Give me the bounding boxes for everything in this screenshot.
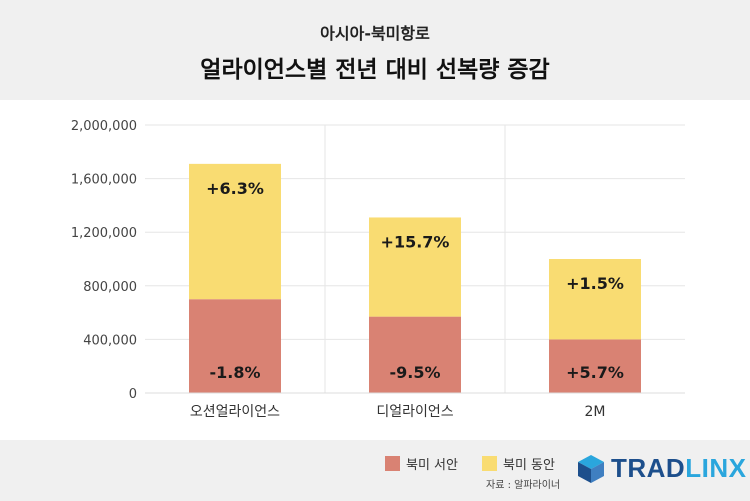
legend-swatch-east <box>482 456 497 471</box>
chart-plot: 0 400,000 800,000 1,200,000 1,600,000 2,000,0… <box>71 119 685 420</box>
y-axis: 0 400,000 800,000 1,200,000 1,600,000 2,000,0… <box>71 119 137 402</box>
bar-data-label: -1.8% <box>209 363 260 382</box>
chart-footer: 북미 서안 북미 동안 자료 : 알파라이너 TRADLINX <box>0 440 750 501</box>
legend-item-west: 북미 서안 <box>385 454 458 473</box>
x-axis: 오션얼라이언스 디얼라이언스 2M <box>145 392 685 420</box>
y-tick-label: 1,200,000 <box>71 226 137 241</box>
bar-segment-west <box>369 316 461 393</box>
tradlinx-cube-icon <box>578 454 604 483</box>
bars: -1.8% +6.3% -9.5% +15.7% +5.7% +1.5% <box>189 163 641 393</box>
bar-data-label: +1.5% <box>566 274 624 293</box>
legend-swatch-west <box>385 456 400 471</box>
logo-text-linx: LINX <box>685 453 747 483</box>
bar-segment-east <box>189 163 281 300</box>
bar-data-label: +15.7% <box>381 232 450 251</box>
bar-segment-west <box>549 339 641 393</box>
logo-text-trad: TRAD <box>611 453 686 483</box>
bar-data-label: +5.7% <box>566 363 624 382</box>
legend-label-east: 북미 동안 <box>503 458 555 473</box>
bar-data-label: -9.5% <box>389 363 440 382</box>
source-note: 자료 : 알파라이너 <box>486 480 561 491</box>
bar-segment-east <box>369 217 461 317</box>
y-tick-label: 2,000,000 <box>71 119 137 134</box>
y-tick-label: 400,000 <box>83 333 137 348</box>
chart-header: 아시아-북미항로 얼라이언스별 전년 대비 선복량 증감 <box>0 0 750 100</box>
tradlinx-logo: TRADLINX <box>577 453 746 484</box>
legend-item-east: 북미 동안 <box>482 454 555 473</box>
bar-segment-west <box>189 299 281 393</box>
x-tick-label: 디얼라이언스 <box>376 404 453 420</box>
bar-data-label: +6.3% <box>206 179 264 198</box>
y-tick-label: 800,000 <box>83 280 137 295</box>
chart-title: 얼라이언스별 전년 대비 선복량 증감 <box>200 57 550 83</box>
bar-segment-east <box>549 259 641 340</box>
x-tick-label: 오션얼라이언스 <box>190 404 280 420</box>
legend-label-west: 북미 서안 <box>406 458 458 473</box>
chart-subtitle: 아시아-북미항로 <box>320 24 430 43</box>
x-tick-label: 2M <box>585 404 606 420</box>
y-tick-label: 0 <box>129 387 137 402</box>
y-tick-label: 1,600,000 <box>71 173 137 188</box>
